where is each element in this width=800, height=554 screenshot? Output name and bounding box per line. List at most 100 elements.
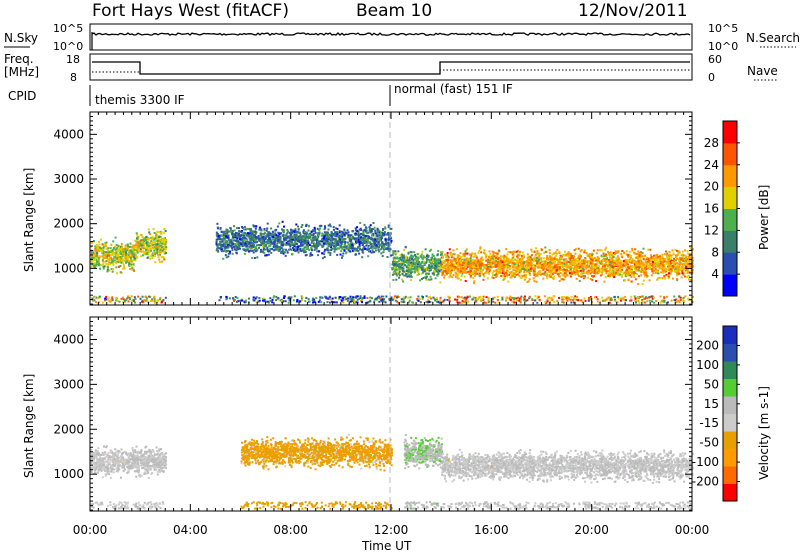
echo-cell — [278, 238, 281, 241]
echo-cell — [224, 245, 227, 248]
echo-cell — [392, 257, 395, 260]
echo-cell — [490, 261, 493, 264]
echo-cell — [642, 279, 645, 282]
echo-cell — [311, 240, 314, 243]
echo-cell — [307, 233, 310, 236]
echo-cell — [102, 247, 105, 250]
echo-cell — [448, 248, 451, 251]
echo-cell — [581, 264, 584, 267]
echo-cell — [238, 243, 241, 246]
echo-cell — [127, 259, 130, 262]
echo-cell — [293, 245, 296, 247]
echo-cell — [219, 296, 222, 299]
echo-cell — [165, 251, 168, 254]
echo-cell — [296, 236, 299, 239]
echo-cell — [107, 259, 110, 262]
echo-cell — [152, 241, 155, 244]
echo-cell — [318, 250, 321, 253]
echo-cell — [463, 255, 466, 258]
echo-cell — [383, 231, 386, 233]
echo-cell — [520, 259, 523, 262]
echo-cell — [382, 251, 385, 254]
echo-cell — [297, 300, 300, 303]
echo-cell — [408, 274, 411, 277]
echo-cell — [272, 242, 275, 245]
echo-cell — [222, 232, 225, 235]
echo-cell — [104, 253, 107, 255]
echo-cell — [475, 269, 478, 272]
echo-cell — [241, 240, 244, 243]
echo-cell — [457, 277, 460, 280]
echo-cell — [481, 259, 484, 262]
echo-cell — [371, 239, 374, 242]
echo-cell — [437, 250, 440, 253]
echo-cell — [346, 241, 349, 244]
echo-cell — [246, 244, 249, 247]
echo-cell — [116, 254, 118, 257]
echo-cell — [215, 249, 218, 252]
echo-cell — [420, 272, 423, 275]
echo-cell — [314, 238, 317, 240]
echo-cell — [97, 257, 100, 260]
echo-cell — [222, 250, 225, 253]
echo-cell — [322, 233, 325, 236]
echo-cell — [400, 261, 403, 264]
echo-cell — [221, 240, 224, 243]
echo-cell — [117, 244, 120, 247]
echo-cell — [279, 246, 282, 249]
echo-cell — [96, 245, 98, 248]
echo-cell — [154, 261, 157, 264]
echo-cell — [254, 234, 256, 237]
echo-cell — [343, 243, 346, 246]
echo-cell — [287, 301, 290, 304]
echo-cell — [363, 295, 366, 298]
echo-cell — [90, 259, 93, 262]
echo-cell — [136, 249, 139, 252]
echo-cell — [444, 253, 447, 256]
echo-cell — [374, 242, 377, 245]
echo-cell — [450, 269, 453, 272]
echo-cell — [238, 227, 240, 230]
echo-cell — [361, 297, 364, 300]
echo-cell — [382, 243, 384, 246]
echo-cell — [401, 272, 404, 275]
echo-cell — [293, 295, 296, 298]
echo-cell — [225, 242, 228, 245]
echo-cell — [159, 298, 161, 301]
echo-cell — [159, 244, 162, 247]
echo-cell — [366, 248, 369, 251]
echo-cell — [161, 255, 164, 258]
echo-cell — [387, 232, 390, 235]
echo-cell — [377, 295, 380, 298]
echo-cell — [101, 252, 103, 255]
echo-cell — [614, 250, 617, 253]
echo-cell — [309, 254, 311, 257]
echo-cell — [278, 222, 281, 225]
echo-cell — [653, 269, 655, 272]
echo-cell — [496, 258, 499, 261]
echo-cell — [333, 250, 336, 253]
echo-cell — [380, 248, 383, 251]
echo-cell — [691, 264, 694, 267]
echo-cell — [442, 270, 445, 273]
echo-cell — [134, 297, 137, 300]
echo-cell — [491, 271, 494, 274]
echo-cell — [371, 249, 374, 252]
echo-cell — [314, 236, 317, 239]
echo-cell — [341, 233, 344, 236]
echo-cell — [443, 276, 446, 279]
echo-cell — [322, 234, 324, 237]
echo-cell — [105, 248, 108, 250]
echo-cell — [92, 299, 95, 302]
echo-cell — [592, 275, 595, 278]
echo-cell — [475, 256, 478, 259]
echo-cell — [308, 249, 311, 251]
echo-cell — [499, 270, 502, 272]
echo-cell — [422, 271, 424, 274]
echo-cell — [156, 300, 159, 303]
echo-cell — [302, 229, 305, 232]
echo-cell — [661, 261, 664, 264]
echo-cell — [283, 237, 286, 240]
echo-cell — [225, 232, 228, 235]
echo-cell — [645, 272, 648, 275]
